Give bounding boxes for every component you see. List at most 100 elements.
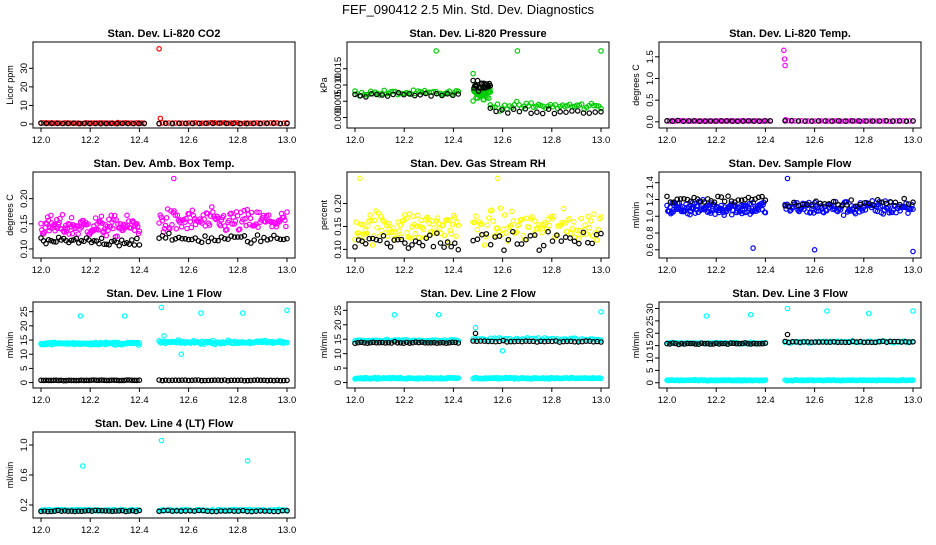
point-sampleflow-all-192 <box>843 199 850 205</box>
point-boxtemp-all-104 <box>124 212 130 219</box>
y-tick-label-boxtemp-1: 0.15 <box>19 215 30 234</box>
point-boxtemp-black-14 <box>73 235 80 242</box>
point-sampleflow-black-50 <box>870 202 877 208</box>
point-sampleflow-black-57 <box>901 195 908 202</box>
point-line1-black-14 <box>73 377 80 384</box>
point-temp-black-36 <box>889 118 896 124</box>
point-sampleflow-all-259 <box>910 206 916 213</box>
point-pressure-all-46 <box>455 88 462 95</box>
point-sampleflow-all-102 <box>741 209 748 216</box>
point-line3-black-43 <box>812 339 819 345</box>
point-pressure-all-93 <box>487 89 494 95</box>
point-line1-black-53 <box>198 377 205 384</box>
point-rh-all-163 <box>575 235 581 242</box>
point-temp-all-76 <box>900 118 907 124</box>
point-boxtemp-all-152 <box>190 212 197 219</box>
x-tick-label-temp-3: 12.6 <box>805 135 824 146</box>
point-co2-black-21 <box>163 120 169 127</box>
point-pressure-black-12 <box>417 92 424 98</box>
point-temp-black-5 <box>691 118 698 124</box>
point-rh-black-46 <box>540 242 547 249</box>
point-rh-all-117 <box>509 208 515 215</box>
y-tick-label-line2-4: 20 <box>333 319 344 330</box>
point-line1-black-75 <box>271 377 277 384</box>
point-rh-black-10 <box>387 244 394 250</box>
point-boxtemp-all-15 <box>50 222 57 229</box>
point-boxtemp-black-64 <box>235 234 241 240</box>
point-line2-black-69 <box>598 339 604 345</box>
point-line3-black-19 <box>719 340 725 347</box>
point-temp-black-39 <box>910 118 916 124</box>
point-boxtemp-all-180 <box>220 212 227 219</box>
point-line4-black-21 <box>109 508 116 515</box>
point-rh-all-131 <box>529 214 535 220</box>
point-pressure-all-17 <box>390 88 397 95</box>
point-boxtemp-all-26 <box>59 211 66 218</box>
point-line2-black-29 <box>440 339 446 346</box>
point-boxtemp-all-236 <box>280 214 287 220</box>
point-temp-black-37 <box>896 118 903 124</box>
point-rh-black-8 <box>380 233 387 239</box>
y-tick-label-line3-2: 10 <box>645 353 656 364</box>
point-line3-black-59 <box>872 339 879 346</box>
point-boxtemp-all-117 <box>134 223 141 230</box>
point-rh-black-12 <box>394 236 401 243</box>
point-rh-all-76 <box>440 222 447 229</box>
point-line1-black-57 <box>212 377 218 384</box>
point-line3-all-upper-124 <box>865 310 872 317</box>
x-tick-label-rh-1: 12.2 <box>395 265 414 276</box>
point-boxtemp-all-82 <box>106 216 112 223</box>
y-axis-label-sampleflow: ml/min <box>631 202 641 229</box>
point-co2-all-1 <box>40 120 47 126</box>
point-rh-black-41 <box>518 241 525 247</box>
point-line4-black-9 <box>68 508 75 514</box>
x-tick-label-rh-2: 12.4 <box>444 265 463 276</box>
point-sampleflow-black-22 <box>738 197 745 204</box>
point-sampleflow-black-14 <box>711 199 718 206</box>
point-rh-black-54 <box>576 240 582 247</box>
point-sampleflow-black-10 <box>698 198 704 205</box>
point-line2-black-31 <box>446 339 453 346</box>
point-rh-all-45 <box>404 229 411 236</box>
point-boxtemp-all-23 <box>57 215 63 222</box>
point-rh-all-79 <box>443 217 450 223</box>
point-temp-black-23 <box>802 118 809 124</box>
point-sampleflow-black-51 <box>874 196 881 203</box>
point-rh-all-1 <box>353 219 360 226</box>
point-sampleflow-black-25 <box>748 196 755 203</box>
x-tick-label-pressure-0: 12.0 <box>346 135 365 146</box>
point-line3-all-199 <box>910 377 916 383</box>
point-line1-black-46 <box>176 377 182 384</box>
point-rh-all-116 <box>507 223 514 229</box>
y-tick-label-co2-2: 20 <box>19 82 30 93</box>
point-boxtemp-all-127 <box>163 215 170 221</box>
point-boxtemp-all-238 <box>283 223 289 230</box>
point-sampleflow-black-16 <box>718 194 725 200</box>
plot-frame-line2 <box>346 301 610 389</box>
point-boxtemp-all-92 <box>114 233 120 240</box>
point-boxtemp-black-75 <box>271 232 277 239</box>
y-tick-label-co2-0: 0 <box>19 121 30 126</box>
point-line2-black-49 <box>522 338 529 344</box>
point-line3-black-15 <box>707 341 714 347</box>
panel-title-pressure: Stan. Dev. Li-820 Pressure <box>409 28 546 40</box>
point-line1-black-49 <box>185 377 192 384</box>
point-temp-all-81 <box>781 56 788 62</box>
point-rh-all-84 <box>449 221 456 228</box>
point-co2-black-28 <box>210 120 216 127</box>
y-tick-label-co2-3: 30 <box>19 63 30 74</box>
point-line4-black-5 <box>55 507 61 514</box>
panel-title-line4: Stan. Dev. Line 4 (LT) Flow <box>95 418 234 430</box>
point-co2-black-8 <box>81 120 88 127</box>
point-pressure-black-53 <box>563 109 569 116</box>
point-line2-all-upper-123 <box>499 347 506 354</box>
point-boxtemp-all-169 <box>209 204 215 210</box>
point-co2-all-36 <box>133 120 140 126</box>
point-boxtemp-black-43 <box>166 230 172 237</box>
point-line2-black-18 <box>406 340 413 346</box>
point-rh-all-9 <box>362 227 369 234</box>
point-temp-black-30 <box>849 118 856 124</box>
point-pressure-black-55 <box>574 108 581 114</box>
point-sampleflow-black-11 <box>701 199 708 205</box>
point-rh-all-115 <box>506 224 512 230</box>
